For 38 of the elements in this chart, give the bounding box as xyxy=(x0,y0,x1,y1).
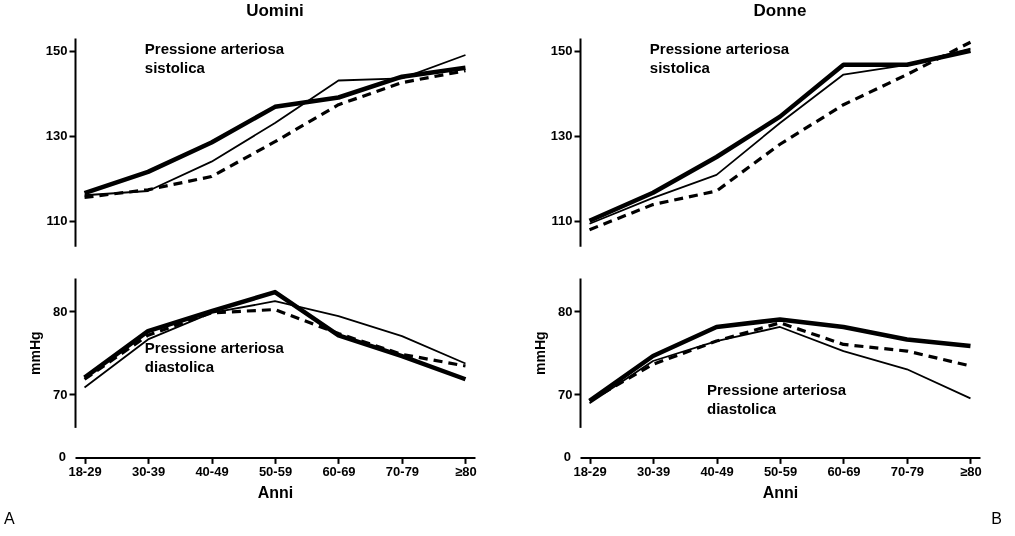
y-tick-label: 130 xyxy=(45,128,68,144)
x-tick-label: 18-29 xyxy=(573,464,607,480)
y-tick-label: 80 xyxy=(558,303,573,319)
x-tick-label: 40-49 xyxy=(700,464,734,480)
text: A xyxy=(4,509,15,528)
x-tick-label: ≥80 xyxy=(960,464,982,480)
y-tick-label: 150 xyxy=(45,43,68,59)
text: B xyxy=(991,509,1002,528)
text: 0 xyxy=(563,449,572,465)
y-tick-label: 110 xyxy=(46,213,68,229)
y-tick-label: 150 xyxy=(550,43,573,59)
y-tick-label: 110 xyxy=(551,213,573,229)
x-tick-label: 70-79 xyxy=(385,464,420,480)
annotation: Pressione arteriosa sistolica xyxy=(649,40,790,76)
y-tick-label: 70 xyxy=(53,386,68,402)
x-axis-title: Anni xyxy=(762,484,799,502)
x-axis-title: Anni xyxy=(257,484,294,502)
annotation: Pressione arteriosa diastolica xyxy=(144,338,285,375)
y-tick-label: 70 xyxy=(558,386,573,402)
y-tick-label: 80 xyxy=(53,303,68,319)
x-tick-label: 70-79 xyxy=(890,464,925,480)
x-tick-label: 30-39 xyxy=(131,464,166,480)
x-tick-label: 50-59 xyxy=(258,464,293,480)
x-tick-label: 60-69 xyxy=(827,464,861,480)
chart-title: Donne xyxy=(753,1,807,20)
y-tick-label: 130 xyxy=(550,128,573,144)
x-tick-label: 60-69 xyxy=(322,464,356,480)
x-tick-label: 30-39 xyxy=(636,464,671,480)
y-axis-title: mmHg xyxy=(532,331,549,376)
x-tick-label: 40-49 xyxy=(195,464,229,480)
annotation: Pressione arteriosa diastolica xyxy=(706,380,847,417)
text: 0 xyxy=(58,449,67,465)
x-tick-label: 50-59 xyxy=(763,464,798,480)
chart-title: Uomini xyxy=(246,1,304,20)
x-tick-label: ≥80 xyxy=(455,464,477,480)
y-axis-title: mmHg xyxy=(27,331,44,376)
annotation: Pressione arteriosa sistolica xyxy=(144,40,285,76)
x-tick-label: 18-29 xyxy=(68,464,102,480)
